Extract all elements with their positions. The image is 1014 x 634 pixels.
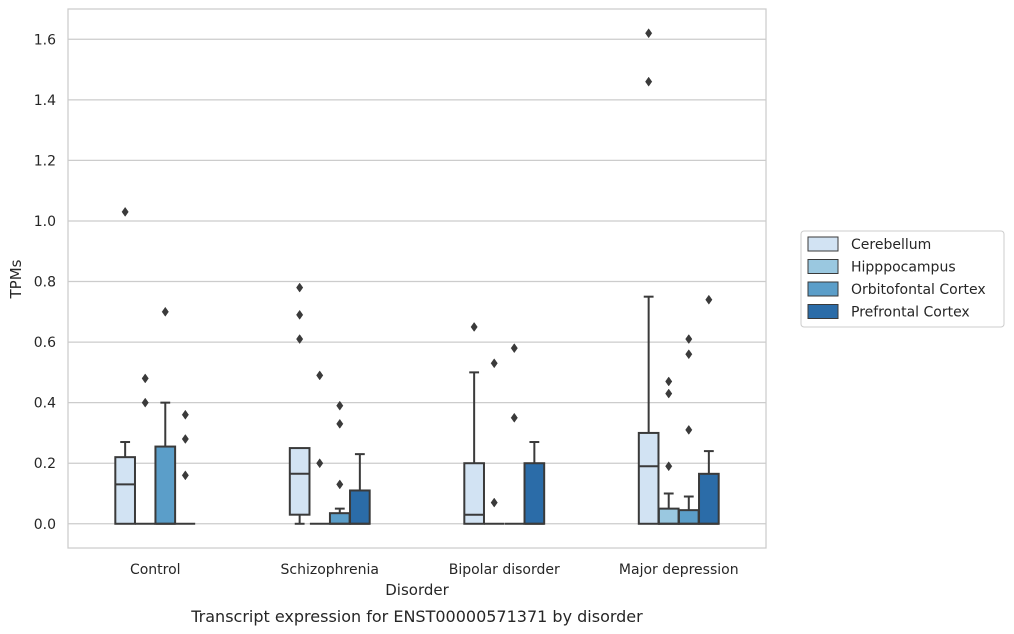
box-body [154, 445, 177, 525]
box-body [523, 462, 546, 525]
legend-label-orbitofontal-cortex: Orbitofontal Cortex [851, 282, 986, 298]
box-body [463, 462, 485, 525]
outlier-point [296, 309, 304, 320]
outlier-point [665, 376, 673, 387]
y-tick-label: 1.6 [34, 32, 56, 48]
box-major-depression-orbitofontal-cortex [677, 334, 700, 525]
outlier-point [141, 373, 149, 384]
outlier-point [685, 424, 693, 435]
box-bipolar-disorder-orbitofontal-cortex [504, 343, 525, 525]
outlier-point [121, 206, 129, 217]
box-body [698, 472, 720, 525]
legend-label-cerebellum: Cerebellum [851, 237, 931, 253]
outlier-point [665, 388, 673, 399]
outlier-point [336, 479, 344, 490]
box-major-depression-hipppocampus [657, 376, 680, 525]
outlier-point [181, 470, 189, 481]
box-bipolar-disorder-hipppocampus [484, 358, 505, 525]
box-body [288, 447, 311, 516]
x-axis-title: Disorder [385, 581, 449, 599]
box-body [349, 489, 371, 525]
legend-label-hipppocampus: Hipppocampus [851, 260, 956, 276]
box-bipolar-disorder-cerebellum [463, 322, 485, 525]
outlier-point [510, 343, 518, 354]
outlier-point [685, 349, 693, 360]
box-major-depression-prefrontal-cortex [698, 294, 720, 525]
box-major-depression-cerebellum [637, 28, 660, 525]
outlier-point [705, 294, 713, 305]
box-schizophrenia-cerebellum [288, 282, 311, 525]
outlier-point [336, 418, 344, 429]
box-schizophrenia-hipppocampus [309, 370, 330, 525]
outlier-point [470, 322, 478, 332]
outlier-point [510, 412, 518, 423]
outlier-point [685, 334, 693, 344]
outlier-point [645, 28, 653, 39]
y-tick-label: 1.4 [34, 93, 56, 109]
legend-label-prefrontal-cortex: Prefrontal Cortex [851, 305, 970, 321]
outlier-point [490, 497, 498, 508]
outlier-point [490, 358, 498, 369]
outlier-point [316, 458, 324, 469]
box-body [657, 507, 680, 525]
legend-frame [800, 230, 1005, 328]
legend-swatch-orbitofontal-cortex [807, 281, 839, 297]
plot-frame [67, 8, 767, 549]
x-tick-labels: Control Schizophrenia Bipolar disorder Majo… [130, 562, 739, 578]
outlier-point [161, 306, 169, 317]
legend-items: Cerebellum Hipppocampus Orbitofontal Corte… [807, 236, 986, 321]
x-tick-label-schizophrenia: Schizophrenia [281, 562, 379, 578]
outlier-point [645, 76, 653, 87]
y-tick-label: 1.2 [34, 153, 56, 169]
outlier-point [141, 397, 149, 408]
outlier-point [296, 334, 304, 344]
y-tick-label: 0.2 [34, 456, 56, 472]
y-tick-label: 0.8 [34, 275, 56, 291]
box-bipolar-disorder-prefrontal-cortex [523, 441, 546, 525]
y-tick-labels: 0.0 0.2 0.4 0.6 0.8 1.0 1.2 1.4 1.6 [34, 32, 56, 532]
box-control-prefrontal-cortex [175, 409, 196, 525]
legend-swatch-cerebellum [807, 236, 839, 252]
chart-caption: Transcript expression for ENST0000057137… [190, 607, 643, 626]
outlier-point [316, 370, 324, 381]
y-tick-label: 1.0 [34, 214, 56, 230]
box-body [114, 456, 136, 525]
outlier-point [181, 409, 189, 420]
box-control-orbitofontal-cortex [154, 306, 177, 525]
x-tick-label-control: Control [130, 562, 181, 578]
y-tick-label: 0.6 [34, 335, 56, 351]
boxes-layer [114, 28, 720, 525]
box-control-cerebellum [114, 206, 136, 525]
grid-lines [68, 38, 766, 525]
outlier-point [336, 400, 344, 411]
box-body [637, 431, 660, 525]
x-tick-label-bipolar-disorder: Bipolar disorder [449, 562, 560, 578]
y-tick-label: 0.4 [34, 396, 56, 412]
x-tick-label-major-depression: Major depression [619, 562, 739, 578]
box-schizophrenia-prefrontal-cortex [349, 453, 371, 525]
legend-swatch-hipppocampus [807, 259, 839, 274]
box-control-hipppocampus [135, 373, 156, 525]
outlier-point [665, 461, 673, 472]
legend: Cerebellum Hipppocampus Orbitofontal Corte… [800, 230, 1005, 328]
legend-swatch-prefrontal-cortex [807, 304, 839, 319]
y-tick-label: 0.0 [34, 517, 56, 533]
box-body [328, 512, 351, 525]
outlier-point [181, 434, 189, 444]
outlier-point [296, 282, 304, 293]
box-body [677, 509, 700, 525]
box-schizophrenia-orbitofontal-cortex [328, 400, 351, 525]
y-axis-title: TPMs [7, 259, 25, 299]
